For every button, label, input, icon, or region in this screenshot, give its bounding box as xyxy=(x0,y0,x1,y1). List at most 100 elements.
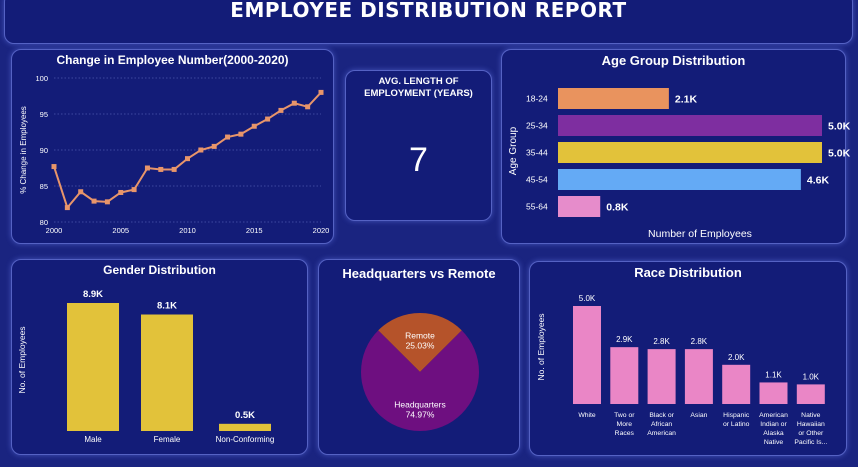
bar xyxy=(219,423,271,431)
data-label: 4.6K xyxy=(807,175,830,187)
category-label: 55-64 xyxy=(526,202,548,212)
kpi-value: 7 xyxy=(409,141,428,179)
data-point xyxy=(211,143,217,149)
data-label: 5.0K xyxy=(579,294,596,303)
report-title: EMPLOYEE DISTRIBUTION REPORT xyxy=(230,0,627,22)
data-label: 0.8K xyxy=(606,202,629,214)
category-label: Female xyxy=(154,435,181,444)
data-point xyxy=(131,187,137,193)
age-group-title: Age Group Distribution xyxy=(601,53,746,68)
hq-remote-panel: Headquarters vs Remote Remote 25.03% Headq… xyxy=(318,259,520,455)
x-axis-label: Number of Employees xyxy=(648,228,752,240)
category-label: White xyxy=(578,412,596,419)
x-tick-label: 2010 xyxy=(179,226,196,235)
slice-percent: 25.03% xyxy=(406,341,435,351)
employee-change-chart: 80 85 90 95 100 2000 2005 2010 2015 2020 % Change … xyxy=(19,74,330,235)
y-tick-label: 90 xyxy=(40,146,48,155)
pie-slice xyxy=(361,330,479,431)
race-title: Race Distribution xyxy=(634,265,742,280)
y-axis-label: No. of Employees xyxy=(17,326,27,393)
y-tick-label: 95 xyxy=(40,110,48,119)
data-point xyxy=(51,164,57,170)
data-point xyxy=(171,166,177,172)
data-label: 1.0K xyxy=(803,372,820,381)
pie-slice xyxy=(378,313,462,372)
data-label: 0.5K xyxy=(235,410,255,421)
title-bar: EMPLOYEE DISTRIBUTION REPORT xyxy=(4,0,853,44)
kpi-card: AVG. LENGTH OF EMPLOYMENT (YEARS) 7 xyxy=(345,70,492,221)
x-tick-label: 2005 xyxy=(112,226,129,235)
data-label: 8.9K xyxy=(83,289,103,300)
slice-label: Headquarters xyxy=(394,400,446,410)
kpi-label: AVG. LENGTH OF EMPLOYMENT (YEARS) xyxy=(364,76,473,99)
bar xyxy=(610,347,639,404)
age-group-panel: Age Group Distribution 18-24 2.1K 25-34 5.0… xyxy=(501,49,851,244)
x-tick-label: 2020 xyxy=(313,226,330,235)
data-point xyxy=(318,89,324,95)
data-label: 2.8K xyxy=(691,337,708,346)
category-label: 18-24 xyxy=(526,94,548,104)
bar xyxy=(558,142,822,163)
bar xyxy=(558,169,801,190)
bar xyxy=(558,196,601,217)
data-point xyxy=(291,100,297,106)
data-point xyxy=(118,189,124,195)
data-label: 2.0K xyxy=(728,353,745,362)
bar xyxy=(573,306,601,404)
gender-title: Gender Distribution xyxy=(103,263,216,277)
category-label: American Indian or Alaska Native xyxy=(759,412,788,446)
gender-chart: 8.9K Male 8.1K Female 0.5K Non-Conforming No. … xyxy=(17,289,275,444)
data-label: 5.0K xyxy=(828,148,851,160)
x-tick-label: 2000 xyxy=(46,226,63,235)
data-label: 8.1K xyxy=(157,301,177,312)
data-label: 2.9K xyxy=(616,335,633,344)
bar xyxy=(796,384,825,404)
y-tick-label: 85 xyxy=(40,182,48,191)
data-point xyxy=(158,166,164,172)
age-group-chart: 18-24 2.1K 25-34 5.0K 35-44 5.0K 45-54 4.6K 55-6… xyxy=(508,88,851,240)
race-panel: Race Distribution 5.0K White 2.9K Two or Mor… xyxy=(529,261,847,456)
bar xyxy=(684,349,713,404)
bar xyxy=(558,115,822,136)
y-axis-label: % Change in Employees xyxy=(19,106,28,194)
data-point xyxy=(278,107,284,113)
y-axis-label: Age Group xyxy=(508,126,519,175)
data-point xyxy=(185,156,190,162)
category-label: 25-34 xyxy=(526,121,548,131)
data-label: 5.0K xyxy=(828,121,851,133)
data-point xyxy=(91,198,97,204)
bar xyxy=(722,364,751,404)
data-point xyxy=(64,205,70,211)
y-tick-label: 100 xyxy=(35,74,48,83)
category-label: Two or More Races xyxy=(614,412,635,437)
category-label: 35-44 xyxy=(526,148,548,158)
employee-change-panel: Change in Employee Number(2000-2020) 80 8… xyxy=(11,49,334,244)
data-point xyxy=(305,104,311,110)
data-point xyxy=(265,116,271,122)
category-label: Non-Conforming xyxy=(216,435,275,444)
data-label: 2.8K xyxy=(653,337,670,346)
y-tick-label: 80 xyxy=(40,218,48,227)
category-label: Hispanic or Latino xyxy=(723,412,750,428)
bar xyxy=(141,314,193,431)
category-label: 45-54 xyxy=(526,175,548,185)
data-point xyxy=(78,189,84,195)
y-axis-label: No. of Employees xyxy=(536,313,546,380)
bar xyxy=(67,303,119,431)
x-tick-label: 2015 xyxy=(246,226,263,235)
gender-panel: Gender Distribution 8.9K Male 8.1K Female 0.… xyxy=(11,259,308,455)
category-label: Native Hawaiian or Other Pacific Is... xyxy=(794,412,827,446)
data-point xyxy=(238,131,244,137)
data-point xyxy=(251,123,257,129)
data-label: 1.1K xyxy=(765,370,782,379)
employee-change-title: Change in Employee Number(2000-2020) xyxy=(56,53,289,67)
data-point xyxy=(198,147,204,153)
race-chart: 5.0K White 2.9K Two or More Races 2.8K Black or… xyxy=(536,294,827,446)
category-label: Asian xyxy=(690,412,707,419)
category-label: Male xyxy=(84,435,102,444)
bar xyxy=(759,382,788,404)
hq-remote-title: Headquarters vs Remote xyxy=(342,266,496,281)
data-point xyxy=(225,134,231,140)
bar xyxy=(558,88,669,109)
